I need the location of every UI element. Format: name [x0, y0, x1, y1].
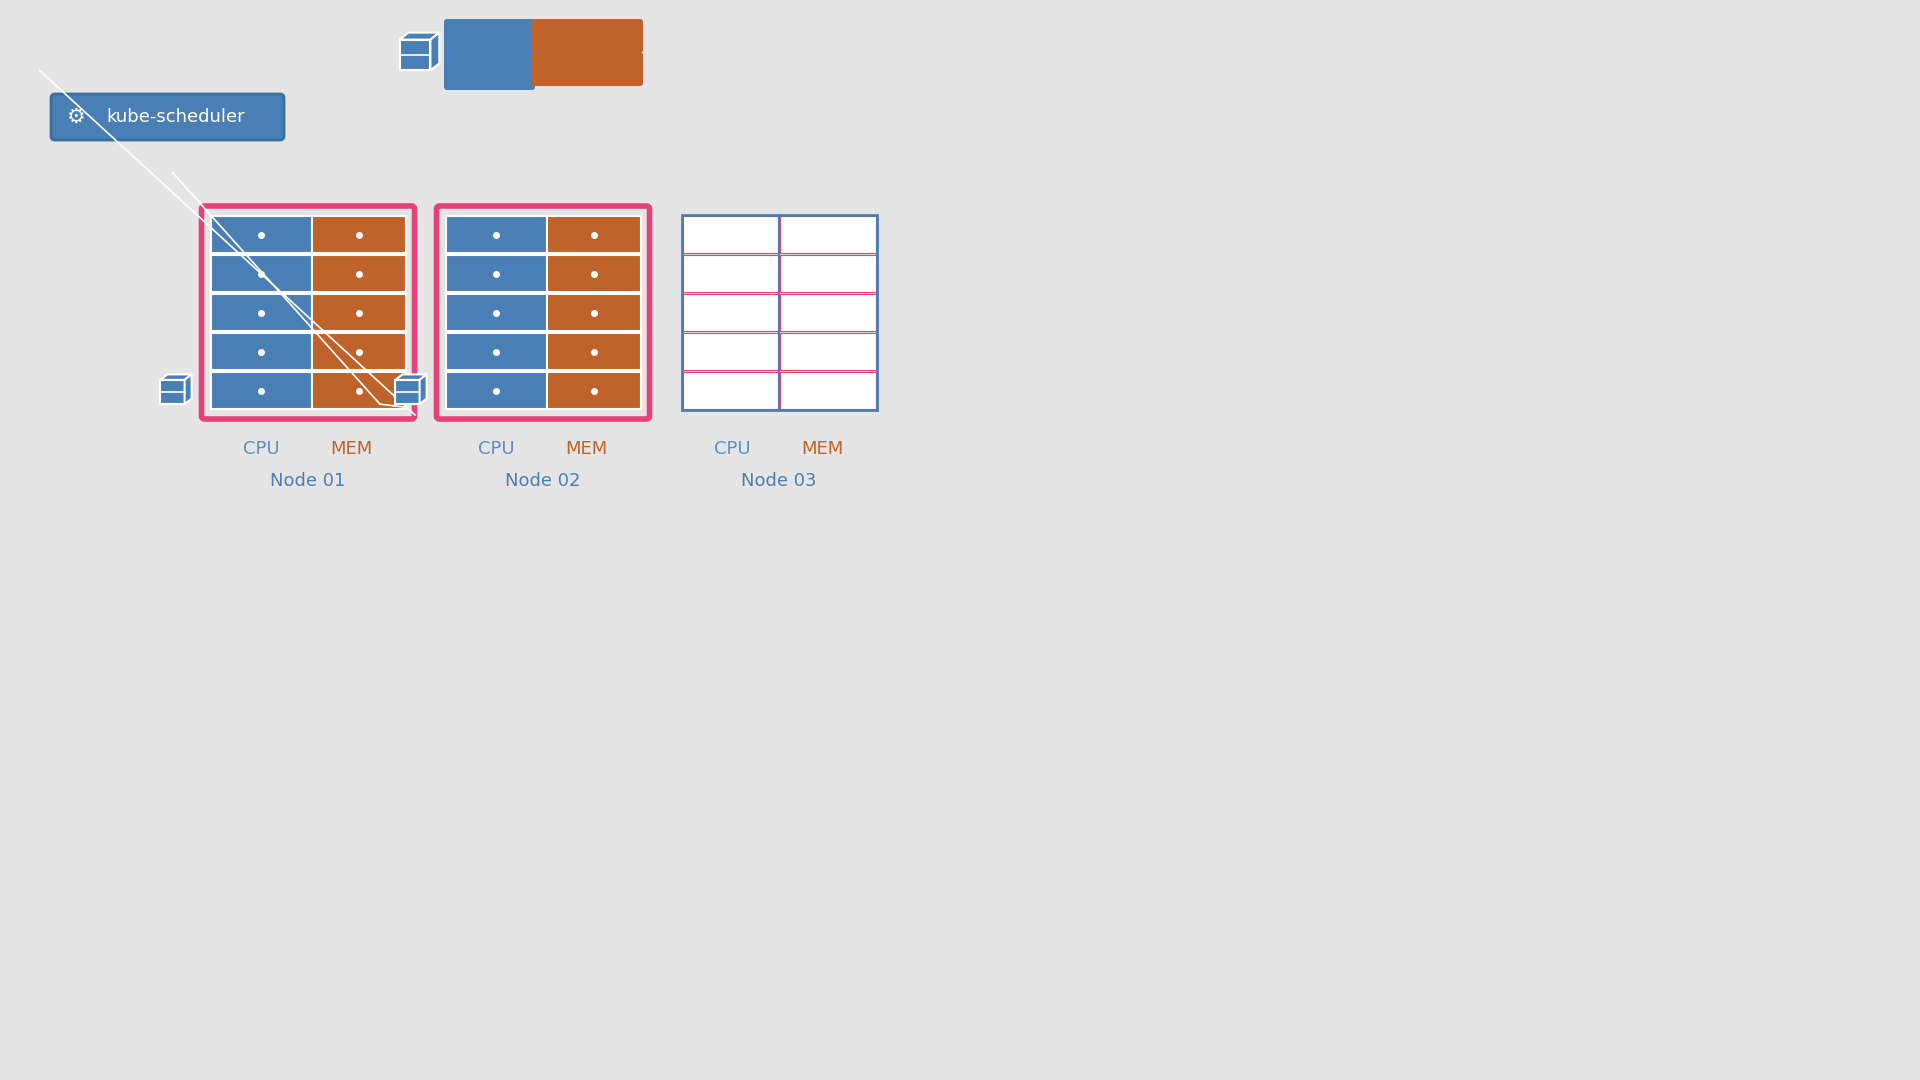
Text: Node 03: Node 03: [741, 472, 816, 490]
Bar: [780, 294, 876, 330]
Bar: [211, 216, 311, 253]
Bar: [445, 372, 547, 409]
Polygon shape: [396, 380, 420, 404]
Bar: [780, 333, 876, 370]
Bar: [682, 216, 778, 253]
Bar: [547, 333, 641, 370]
Polygon shape: [420, 375, 426, 404]
Bar: [211, 372, 311, 409]
Bar: [211, 333, 311, 370]
Text: ⚙: ⚙: [65, 107, 84, 127]
FancyBboxPatch shape: [532, 52, 643, 86]
FancyBboxPatch shape: [52, 94, 284, 140]
Bar: [682, 333, 778, 370]
Bar: [682, 255, 778, 292]
Bar: [311, 372, 405, 409]
Bar: [547, 294, 641, 330]
Bar: [445, 216, 547, 253]
Bar: [211, 294, 311, 330]
FancyBboxPatch shape: [444, 19, 536, 90]
Bar: [211, 255, 311, 292]
Bar: [682, 372, 778, 409]
Bar: [311, 333, 405, 370]
Text: CPU: CPU: [478, 440, 515, 458]
Polygon shape: [396, 375, 426, 380]
Bar: [780, 255, 876, 292]
Bar: [311, 216, 405, 253]
Polygon shape: [184, 375, 192, 404]
Bar: [780, 372, 876, 409]
Bar: [445, 333, 547, 370]
Bar: [682, 294, 778, 330]
Text: kube-scheduler: kube-scheduler: [106, 108, 246, 126]
Bar: [311, 294, 405, 330]
Text: CPU: CPU: [244, 440, 280, 458]
Text: CPU: CPU: [714, 440, 751, 458]
Polygon shape: [399, 40, 430, 70]
FancyBboxPatch shape: [532, 19, 643, 53]
Polygon shape: [399, 32, 440, 40]
Text: Node 02: Node 02: [505, 472, 580, 490]
Bar: [547, 216, 641, 253]
Text: MEM: MEM: [564, 440, 607, 458]
Bar: [547, 255, 641, 292]
Text: MEM: MEM: [330, 440, 372, 458]
Bar: [311, 255, 405, 292]
Bar: [682, 215, 877, 410]
Bar: [780, 216, 876, 253]
Bar: [547, 372, 641, 409]
Text: MEM: MEM: [801, 440, 843, 458]
Polygon shape: [161, 380, 184, 404]
Polygon shape: [430, 32, 440, 70]
Polygon shape: [161, 375, 192, 380]
Bar: [445, 255, 547, 292]
Bar: [445, 294, 547, 330]
Text: Node 01: Node 01: [271, 472, 346, 490]
